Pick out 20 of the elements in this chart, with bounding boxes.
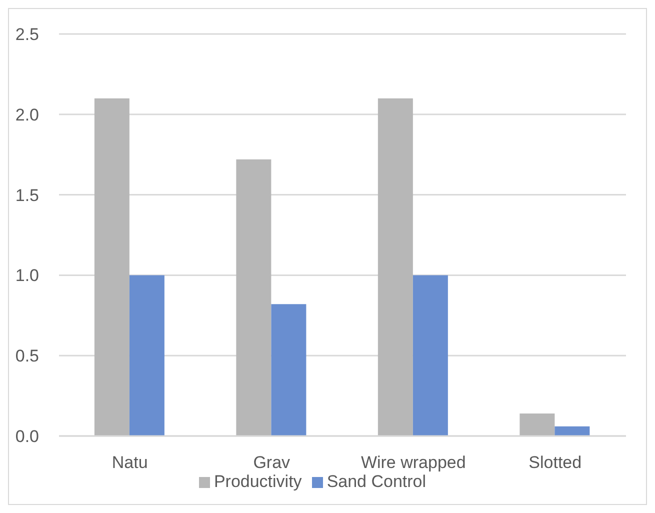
y-tick-label: 2.5	[15, 25, 39, 44]
y-tick-label: 1.5	[15, 186, 39, 205]
bar	[236, 159, 272, 436]
legend-label: Sand Control	[326, 472, 426, 491]
bar	[554, 426, 590, 436]
y-tick-label: 0.5	[15, 346, 39, 366]
legend-label: Productivity	[214, 472, 302, 491]
bar	[129, 275, 164, 436]
bar	[271, 304, 306, 436]
x-tick-label: Natu	[112, 453, 148, 472]
y-tick-label: 0.0	[15, 427, 39, 446]
bar	[412, 275, 448, 436]
y-tick-label: 2.0	[15, 105, 39, 124]
bar	[520, 413, 555, 436]
x-tick-label: Grav	[253, 453, 291, 472]
bar	[94, 98, 130, 436]
x-tick-label: Slotted	[528, 453, 582, 472]
x-tick-label: Wire wrapped	[360, 453, 466, 472]
bar	[378, 98, 413, 436]
y-tick-label: 1.0	[15, 266, 39, 286]
